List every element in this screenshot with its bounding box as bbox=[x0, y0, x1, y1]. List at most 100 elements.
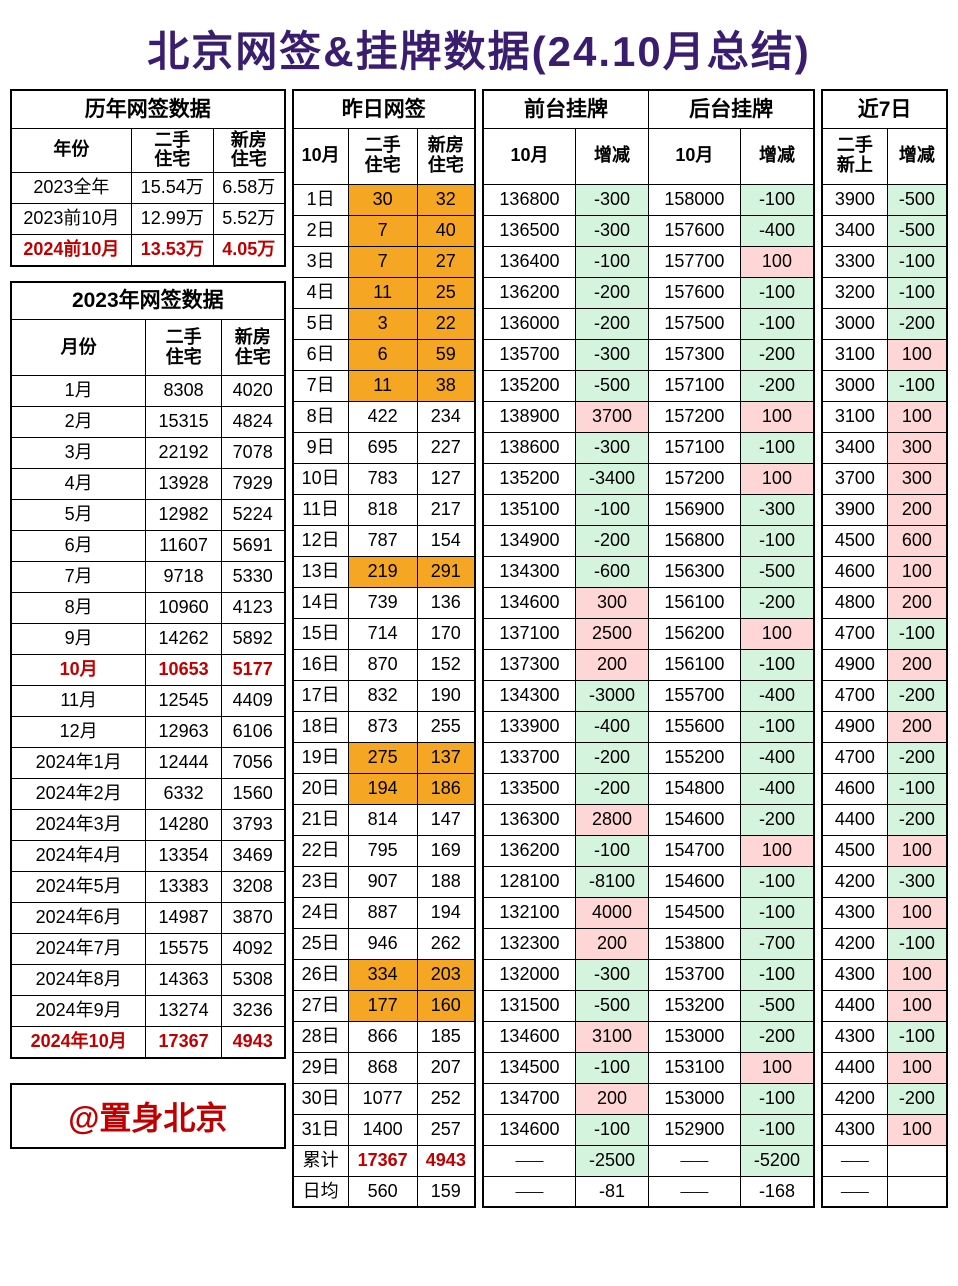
cell-second: 17367 bbox=[348, 1145, 417, 1176]
table-row: 3000 -200 bbox=[822, 308, 947, 339]
daily-table: 昨日网签 10月 二手住宅 新房住宅 1日 30 322日 7 403日 7 2… bbox=[292, 89, 476, 1208]
cell-new: 4409 bbox=[221, 686, 284, 717]
table-row: 9日 695 227 bbox=[293, 432, 475, 463]
cell-date: 5日 bbox=[293, 308, 349, 339]
cell-month: 2024年6月 bbox=[11, 903, 146, 934]
cell-date: 2日 bbox=[293, 215, 349, 246]
cell-front-delta: -300 bbox=[575, 959, 648, 990]
cell-back-delta: -100 bbox=[740, 866, 814, 897]
cell-front: 135100 bbox=[483, 494, 575, 525]
cell-back-delta: -100 bbox=[740, 525, 814, 556]
table-row: 136500 -300 157600 -400 bbox=[483, 215, 814, 246]
table-row: 2024年5月 13383 3208 bbox=[11, 872, 285, 903]
cell-front: 132100 bbox=[483, 897, 575, 928]
cell-new: 147 bbox=[417, 804, 475, 835]
cell-front: 134300 bbox=[483, 556, 575, 587]
cell-new: 3236 bbox=[221, 996, 284, 1027]
yearly-col-new: 新房住宅 bbox=[213, 128, 284, 173]
cell-back-delta: -100 bbox=[740, 1083, 814, 1114]
page-title: 北京网签&挂牌数据(24.10月总结) bbox=[10, 18, 948, 79]
cell-new: 170 bbox=[417, 618, 475, 649]
cell-front-delta: -100 bbox=[575, 1114, 648, 1145]
cell-new: 227 bbox=[417, 432, 475, 463]
table-row: 133700 -200 155200 -400 bbox=[483, 742, 814, 773]
cell-delta: 200 bbox=[887, 494, 947, 525]
cell-back-delta: -200 bbox=[740, 804, 814, 835]
table-row: 3400 -500 bbox=[822, 215, 947, 246]
cell-date: 20日 bbox=[293, 773, 349, 804]
cell-second: 3 bbox=[348, 308, 417, 339]
cell-delta: 600 bbox=[887, 525, 947, 556]
table-row: 17日 832 190 bbox=[293, 680, 475, 711]
cell-back: —— bbox=[649, 1145, 741, 1176]
cell-second: 14987 bbox=[146, 903, 221, 934]
cell-back: 155600 bbox=[649, 711, 741, 742]
table-row: 4700 -200 bbox=[822, 680, 947, 711]
cell-back: 152900 bbox=[649, 1114, 741, 1145]
cell-date: 24日 bbox=[293, 897, 349, 928]
monthly-table: 2023年网签数据 月份 二手住宅 新房住宅 1月 8308 40202月 15… bbox=[10, 281, 286, 1059]
yearly-header: 历年网签数据 bbox=[11, 90, 285, 128]
table-row: 3100 100 bbox=[822, 401, 947, 432]
cell-new: 3870 bbox=[221, 903, 284, 934]
table-row: 131500 -500 153200 -500 bbox=[483, 990, 814, 1021]
cell-delta: -500 bbox=[887, 215, 947, 246]
cell-back-delta: -500 bbox=[740, 556, 814, 587]
cell-value: 4800 bbox=[822, 587, 887, 618]
cell-back: 153800 bbox=[649, 928, 741, 959]
table-row: 4300 100 bbox=[822, 959, 947, 990]
cell-new: 169 bbox=[417, 835, 475, 866]
cell-month: 2024年1月 bbox=[11, 748, 146, 779]
left-column: 历年网签数据 年份 二手住宅 新房住宅 2023全年 15.54万 6.58万2… bbox=[10, 89, 286, 1149]
cell-front-delta: -100 bbox=[575, 246, 648, 277]
main-container: 历年网签数据 年份 二手住宅 新房住宅 2023全年 15.54万 6.58万2… bbox=[10, 89, 948, 1208]
cell-value: 4500 bbox=[822, 835, 887, 866]
front-listing-header: 前台挂牌 bbox=[483, 90, 649, 128]
cell-front: 132000 bbox=[483, 959, 575, 990]
monthly-header: 2023年网签数据 bbox=[11, 282, 285, 320]
cell-month: 2024年3月 bbox=[11, 810, 146, 841]
cell-date: 10日 bbox=[293, 463, 349, 494]
cell-front-delta: 200 bbox=[575, 649, 648, 680]
cell-delta: 100 bbox=[887, 959, 947, 990]
table-row: 4900 200 bbox=[822, 649, 947, 680]
cell-second: 795 bbox=[348, 835, 417, 866]
cell-second: 9718 bbox=[146, 562, 221, 593]
cell-second: 787 bbox=[348, 525, 417, 556]
table-row: 132000 -300 153700 -100 bbox=[483, 959, 814, 990]
cell-front: 134500 bbox=[483, 1052, 575, 1083]
cell-new: 4092 bbox=[221, 934, 284, 965]
cell-front-delta: -500 bbox=[575, 990, 648, 1021]
cell-delta: -100 bbox=[887, 928, 947, 959]
cell-back: 153700 bbox=[649, 959, 741, 990]
cell-value: 4600 bbox=[822, 773, 887, 804]
cell-second: 714 bbox=[348, 618, 417, 649]
cell-front: 134600 bbox=[483, 1021, 575, 1052]
cell-back-delta: -700 bbox=[740, 928, 814, 959]
cell-month: 12月 bbox=[11, 717, 146, 748]
cell-second: 15315 bbox=[146, 407, 221, 438]
table-row: 3400 300 bbox=[822, 432, 947, 463]
cell-back-delta: -168 bbox=[740, 1176, 814, 1207]
table-row: 15日 714 170 bbox=[293, 618, 475, 649]
cell-front-delta: -200 bbox=[575, 773, 648, 804]
cell-front-delta: -200 bbox=[575, 308, 648, 339]
cell-front-delta: -100 bbox=[575, 494, 648, 525]
table-row: 21日 814 147 bbox=[293, 804, 475, 835]
cell-back: 157200 bbox=[649, 401, 741, 432]
cell-second: 12444 bbox=[146, 748, 221, 779]
cell-new: 7078 bbox=[221, 438, 284, 469]
table-row: 134600 3100 153000 -200 bbox=[483, 1021, 814, 1052]
cell-delta: 200 bbox=[887, 587, 947, 618]
cell-second: 814 bbox=[348, 804, 417, 835]
table-row: 23日 907 188 bbox=[293, 866, 475, 897]
cell-front-delta: 300 bbox=[575, 587, 648, 618]
cell-back-delta: -300 bbox=[740, 494, 814, 525]
cell-month: 4月 bbox=[11, 469, 146, 500]
cell-second: 866 bbox=[348, 1021, 417, 1052]
cell-back: 156100 bbox=[649, 649, 741, 680]
cell-front: 137300 bbox=[483, 649, 575, 680]
monthly-col-new: 新房住宅 bbox=[221, 320, 284, 376]
cell-second: 15575 bbox=[146, 934, 221, 965]
cell-date: 22日 bbox=[293, 835, 349, 866]
